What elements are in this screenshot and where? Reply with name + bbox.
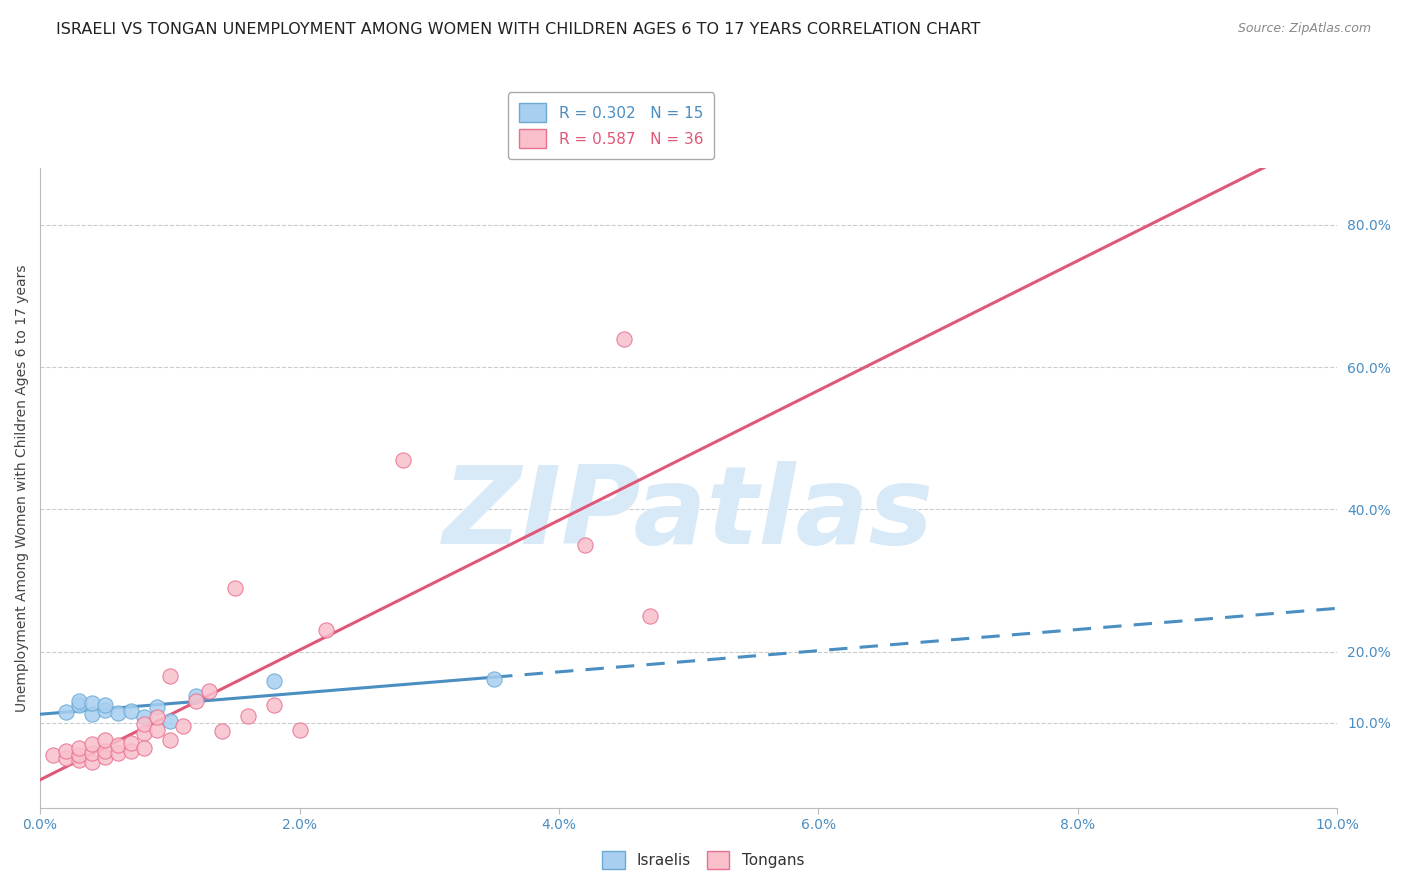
Text: ZIPatlas: ZIPatlas [443,460,935,566]
Point [392,452,415,467]
Point [638,609,661,624]
Point [94,698,117,712]
Point [120,704,142,718]
Point [263,674,285,689]
Point [107,706,129,721]
Point [55,744,77,758]
Legend: Israelis, Tongans: Israelis, Tongans [596,845,810,875]
Legend: R = 0.302   N = 15, R = 0.587   N = 36: R = 0.302 N = 15, R = 0.587 N = 36 [508,93,714,159]
Point [132,710,155,724]
Point [159,669,181,683]
Point [159,714,181,728]
Point [574,538,596,552]
Point [613,332,636,346]
Point [159,733,181,747]
Point [80,755,103,769]
Text: ISRAELI VS TONGAN UNEMPLOYMENT AMONG WOMEN WITH CHILDREN AGES 6 TO 17 YEARS CORR: ISRAELI VS TONGAN UNEMPLOYMENT AMONG WOM… [56,22,980,37]
Point [120,735,142,749]
Point [55,705,77,719]
Point [132,726,155,740]
Point [236,708,259,723]
Point [67,747,90,762]
Point [80,707,103,722]
Point [107,746,129,760]
Point [67,694,90,708]
Point [172,719,194,733]
Point [94,733,117,747]
Point [42,747,65,762]
Point [211,724,233,739]
Point [146,710,169,724]
Point [94,703,117,717]
Point [263,698,285,712]
Point [80,746,103,760]
Point [67,753,90,767]
Point [146,723,169,737]
Point [482,672,505,686]
Point [224,581,246,595]
Point [132,740,155,755]
Point [132,717,155,731]
Point [184,689,207,703]
Y-axis label: Unemployment Among Women with Children Ages 6 to 17 years: Unemployment Among Women with Children A… [15,264,30,712]
Point [55,751,77,765]
Point [67,698,90,712]
Point [67,740,90,755]
Point [80,737,103,751]
Text: Source: ZipAtlas.com: Source: ZipAtlas.com [1237,22,1371,36]
Point [107,739,129,753]
Point [120,744,142,758]
Point [315,624,337,638]
Point [197,683,219,698]
Point [146,700,169,714]
Point [184,694,207,708]
Point [94,744,117,758]
Point [288,723,311,737]
Point [80,696,103,710]
Point [94,749,117,764]
